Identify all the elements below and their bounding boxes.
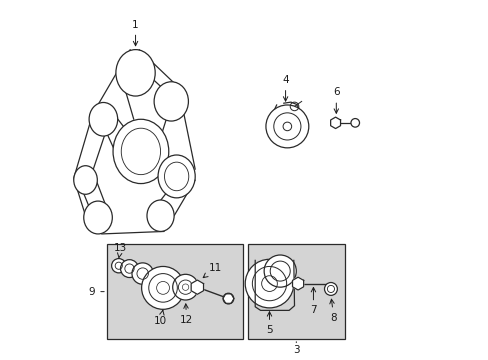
Ellipse shape (154, 82, 188, 121)
Text: 3: 3 (292, 345, 299, 355)
Circle shape (172, 274, 198, 300)
Circle shape (132, 263, 153, 284)
Bar (247, 244, 344, 339)
Text: 10: 10 (154, 310, 167, 326)
Polygon shape (292, 277, 303, 290)
Text: 7: 7 (309, 287, 316, 315)
Circle shape (264, 255, 296, 287)
Text: 8: 8 (329, 299, 336, 323)
Text: 12: 12 (180, 304, 193, 325)
Circle shape (223, 293, 233, 304)
Circle shape (121, 260, 138, 278)
Polygon shape (191, 280, 203, 294)
Ellipse shape (116, 50, 155, 96)
Circle shape (111, 258, 125, 273)
Text: 11: 11 (203, 262, 222, 278)
Text: 2: 2 (163, 178, 185, 194)
Ellipse shape (113, 119, 168, 184)
Circle shape (350, 118, 359, 127)
Circle shape (142, 266, 184, 309)
Ellipse shape (89, 103, 118, 136)
Text: 6: 6 (332, 87, 339, 113)
Circle shape (324, 283, 337, 296)
Text: 9: 9 (88, 287, 95, 297)
Text: 4: 4 (282, 75, 288, 101)
Ellipse shape (147, 200, 174, 231)
Ellipse shape (83, 201, 112, 234)
Ellipse shape (74, 166, 97, 194)
Circle shape (265, 105, 308, 148)
Polygon shape (330, 117, 340, 129)
Circle shape (244, 259, 293, 308)
Text: 13: 13 (114, 243, 127, 258)
Text: 5: 5 (265, 312, 272, 335)
Bar (107, 244, 242, 339)
Ellipse shape (158, 155, 195, 198)
Text: 1: 1 (132, 19, 139, 46)
